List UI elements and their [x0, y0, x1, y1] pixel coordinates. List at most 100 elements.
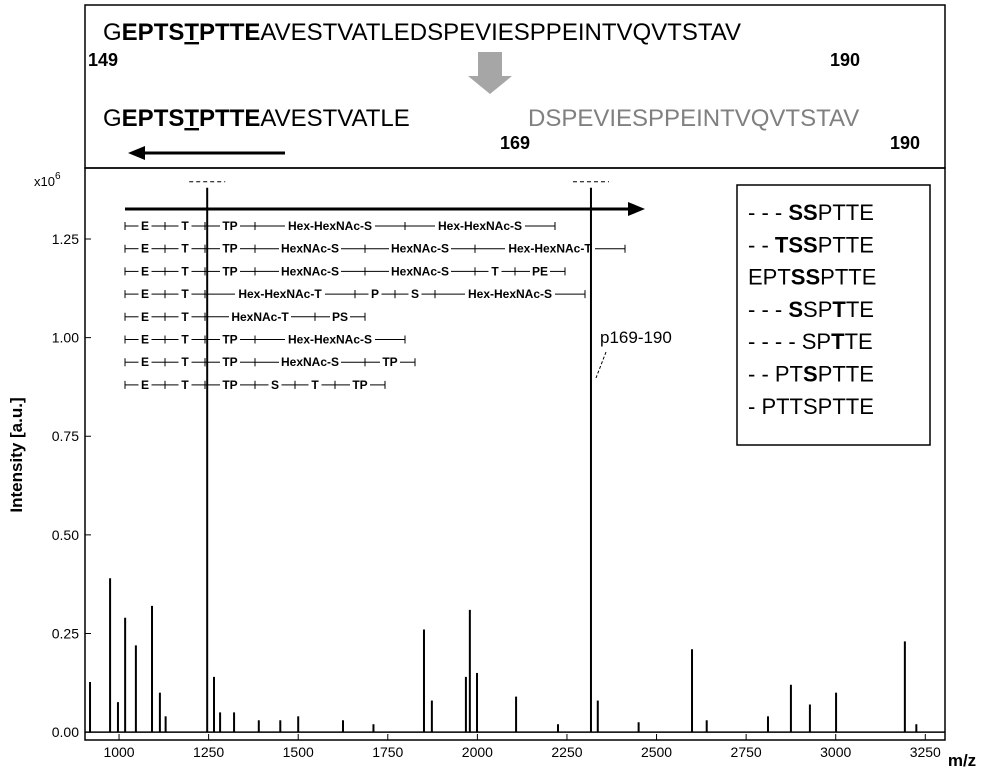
- sequence-segment: AVESTVATLE: [260, 105, 409, 132]
- x-tick-label: 2250: [551, 744, 582, 760]
- ladder-label: S: [271, 378, 279, 392]
- ladder-label: E: [141, 310, 149, 324]
- sequence-segment: T: [184, 19, 199, 46]
- ladder-label: T: [181, 333, 189, 347]
- y-axis-label: Intensity [a.u.]: [7, 397, 26, 512]
- glycoform: EPTSSPTTE: [748, 265, 876, 290]
- ladder-label: T: [181, 264, 189, 278]
- sequence-segment: TSS: [775, 232, 818, 257]
- x-tick-label: 2750: [731, 744, 762, 760]
- ladder-label: Hex-HexNAc-T: [238, 287, 322, 301]
- x-tick-label: 1500: [283, 744, 314, 760]
- ladder-label: HexNAc-S: [281, 242, 339, 256]
- ladder-label: Hex-HexNAc-S: [468, 287, 552, 301]
- sequence-segment: AVESTVATLEDSPEVIESPPEINTVQVTSTAV: [260, 19, 741, 46]
- ladder-label: TP: [222, 264, 237, 278]
- sequence-segment: TE: [845, 329, 873, 354]
- sequence-segment: - - - - SP: [748, 329, 831, 354]
- ladder-label: E: [141, 355, 149, 369]
- sequence-segment: S: [803, 362, 818, 387]
- ladder-label: E: [141, 287, 149, 301]
- sequence-segment: PTTE: [820, 265, 876, 290]
- ladder-label: PS: [332, 310, 348, 324]
- ladder-label: Hex-HexNAc-S: [438, 219, 522, 233]
- x-tick-label: 3000: [820, 744, 851, 760]
- cterm-sequence: DSPEVIESPPEINTVQVTSTAV: [528, 105, 859, 132]
- sequence-segment: EPTS: [122, 19, 185, 46]
- ladder-label: TP: [222, 333, 237, 347]
- glycoform: - - - - SPTTE: [748, 329, 873, 354]
- x-tick-label: 2000: [462, 744, 493, 760]
- ladder-label: E: [141, 333, 149, 347]
- ladder-label: T: [491, 264, 499, 278]
- sequence-segment: - - -: [748, 200, 788, 225]
- multiplier-base: x10: [34, 174, 55, 189]
- ladder-label: TP: [382, 355, 397, 369]
- sequence-segment: G: [103, 19, 122, 46]
- ladder-label: E: [141, 219, 149, 233]
- glycoform: - - TSSPTTE: [748, 232, 874, 257]
- glycoform: - - PTSPTTE: [748, 362, 874, 387]
- ladder-label: TP: [222, 242, 237, 256]
- ladder-label: HexNAc-S: [391, 264, 449, 278]
- ladder-label: HexNAc-T: [231, 310, 289, 324]
- plot-frame: [84, 167, 946, 741]
- right-arrow-head: [628, 202, 645, 216]
- ladder-label: TP: [222, 378, 237, 392]
- ladder-label: HexNAc-S: [391, 242, 449, 256]
- x-tick-label: 1250: [193, 744, 224, 760]
- left-arrow-head: [128, 146, 145, 160]
- ladder-label: TP: [222, 219, 237, 233]
- multiplier: x106: [34, 171, 61, 189]
- ladder-label: T: [311, 378, 319, 392]
- x-tick-label: 2500: [641, 744, 672, 760]
- sequence-segment: SS: [788, 200, 817, 225]
- x-axis-label: m/z: [948, 751, 976, 770]
- sequence-segment: PTTE: [199, 105, 260, 132]
- sequence-segment: EPT: [748, 265, 791, 290]
- sequence-segment: T: [831, 329, 845, 354]
- ladder-label: TP: [222, 355, 237, 369]
- y-tick-label: 1.00: [52, 330, 79, 346]
- y-tick-label: 1.25: [52, 231, 79, 247]
- down-arrow: [468, 52, 512, 94]
- nterm-sequence: GEPTSTPTTEAVESTVATLE: [103, 105, 410, 132]
- sequence-segment: PTTE: [818, 232, 874, 257]
- sequence-segment: G: [103, 105, 122, 132]
- multiplier-exponent: 6: [55, 171, 61, 182]
- sequence-segment: EPTS: [122, 105, 185, 132]
- cterm-end: 190: [890, 133, 920, 153]
- sequence-segment: TE: [846, 297, 874, 322]
- sequence-segment: PTTE: [818, 362, 874, 387]
- sequence-segment: PTTE: [199, 19, 260, 46]
- ladder-label: T: [181, 287, 189, 301]
- y-tick-label: 0.25: [52, 625, 79, 641]
- ladder-label: E: [141, 264, 149, 278]
- cterm-start: 169: [500, 133, 530, 153]
- sequence-segment: SP: [803, 297, 832, 322]
- ladder-label: S: [411, 287, 419, 301]
- residue-start: 149: [88, 50, 118, 70]
- sequence-segment: T: [832, 297, 846, 322]
- sequence-segment: S: [788, 297, 803, 322]
- peak-annotation: p169-190: [600, 328, 672, 347]
- glycoform-box: [736, 184, 931, 446]
- full-sequence: GEPTSTPTTEAVESTVATLEDSPEVIESPPEINTVQVTST…: [103, 19, 741, 46]
- ladder-label: E: [141, 242, 149, 256]
- x-tick-label: 1000: [103, 744, 134, 760]
- sequence-segment: - - -: [748, 297, 788, 322]
- sequence-segment: PTTE: [818, 200, 874, 225]
- ladder-label: T: [181, 378, 189, 392]
- ladder-label: HexNAc-S: [281, 355, 339, 369]
- ladder-label: T: [181, 310, 189, 324]
- y-tick-label: 0.50: [52, 527, 79, 543]
- sequence-segment: T: [184, 105, 199, 132]
- sequence-segment: - -: [748, 232, 775, 257]
- glycoform: - - - SSPTTE: [748, 200, 874, 225]
- ladder-label: E: [141, 378, 149, 392]
- ladder-label: Hex-HexNAc-S: [288, 333, 372, 347]
- glycoform: - - - SSPTTE: [748, 297, 874, 322]
- ladder-label: Hex-HexNAc-S: [288, 219, 372, 233]
